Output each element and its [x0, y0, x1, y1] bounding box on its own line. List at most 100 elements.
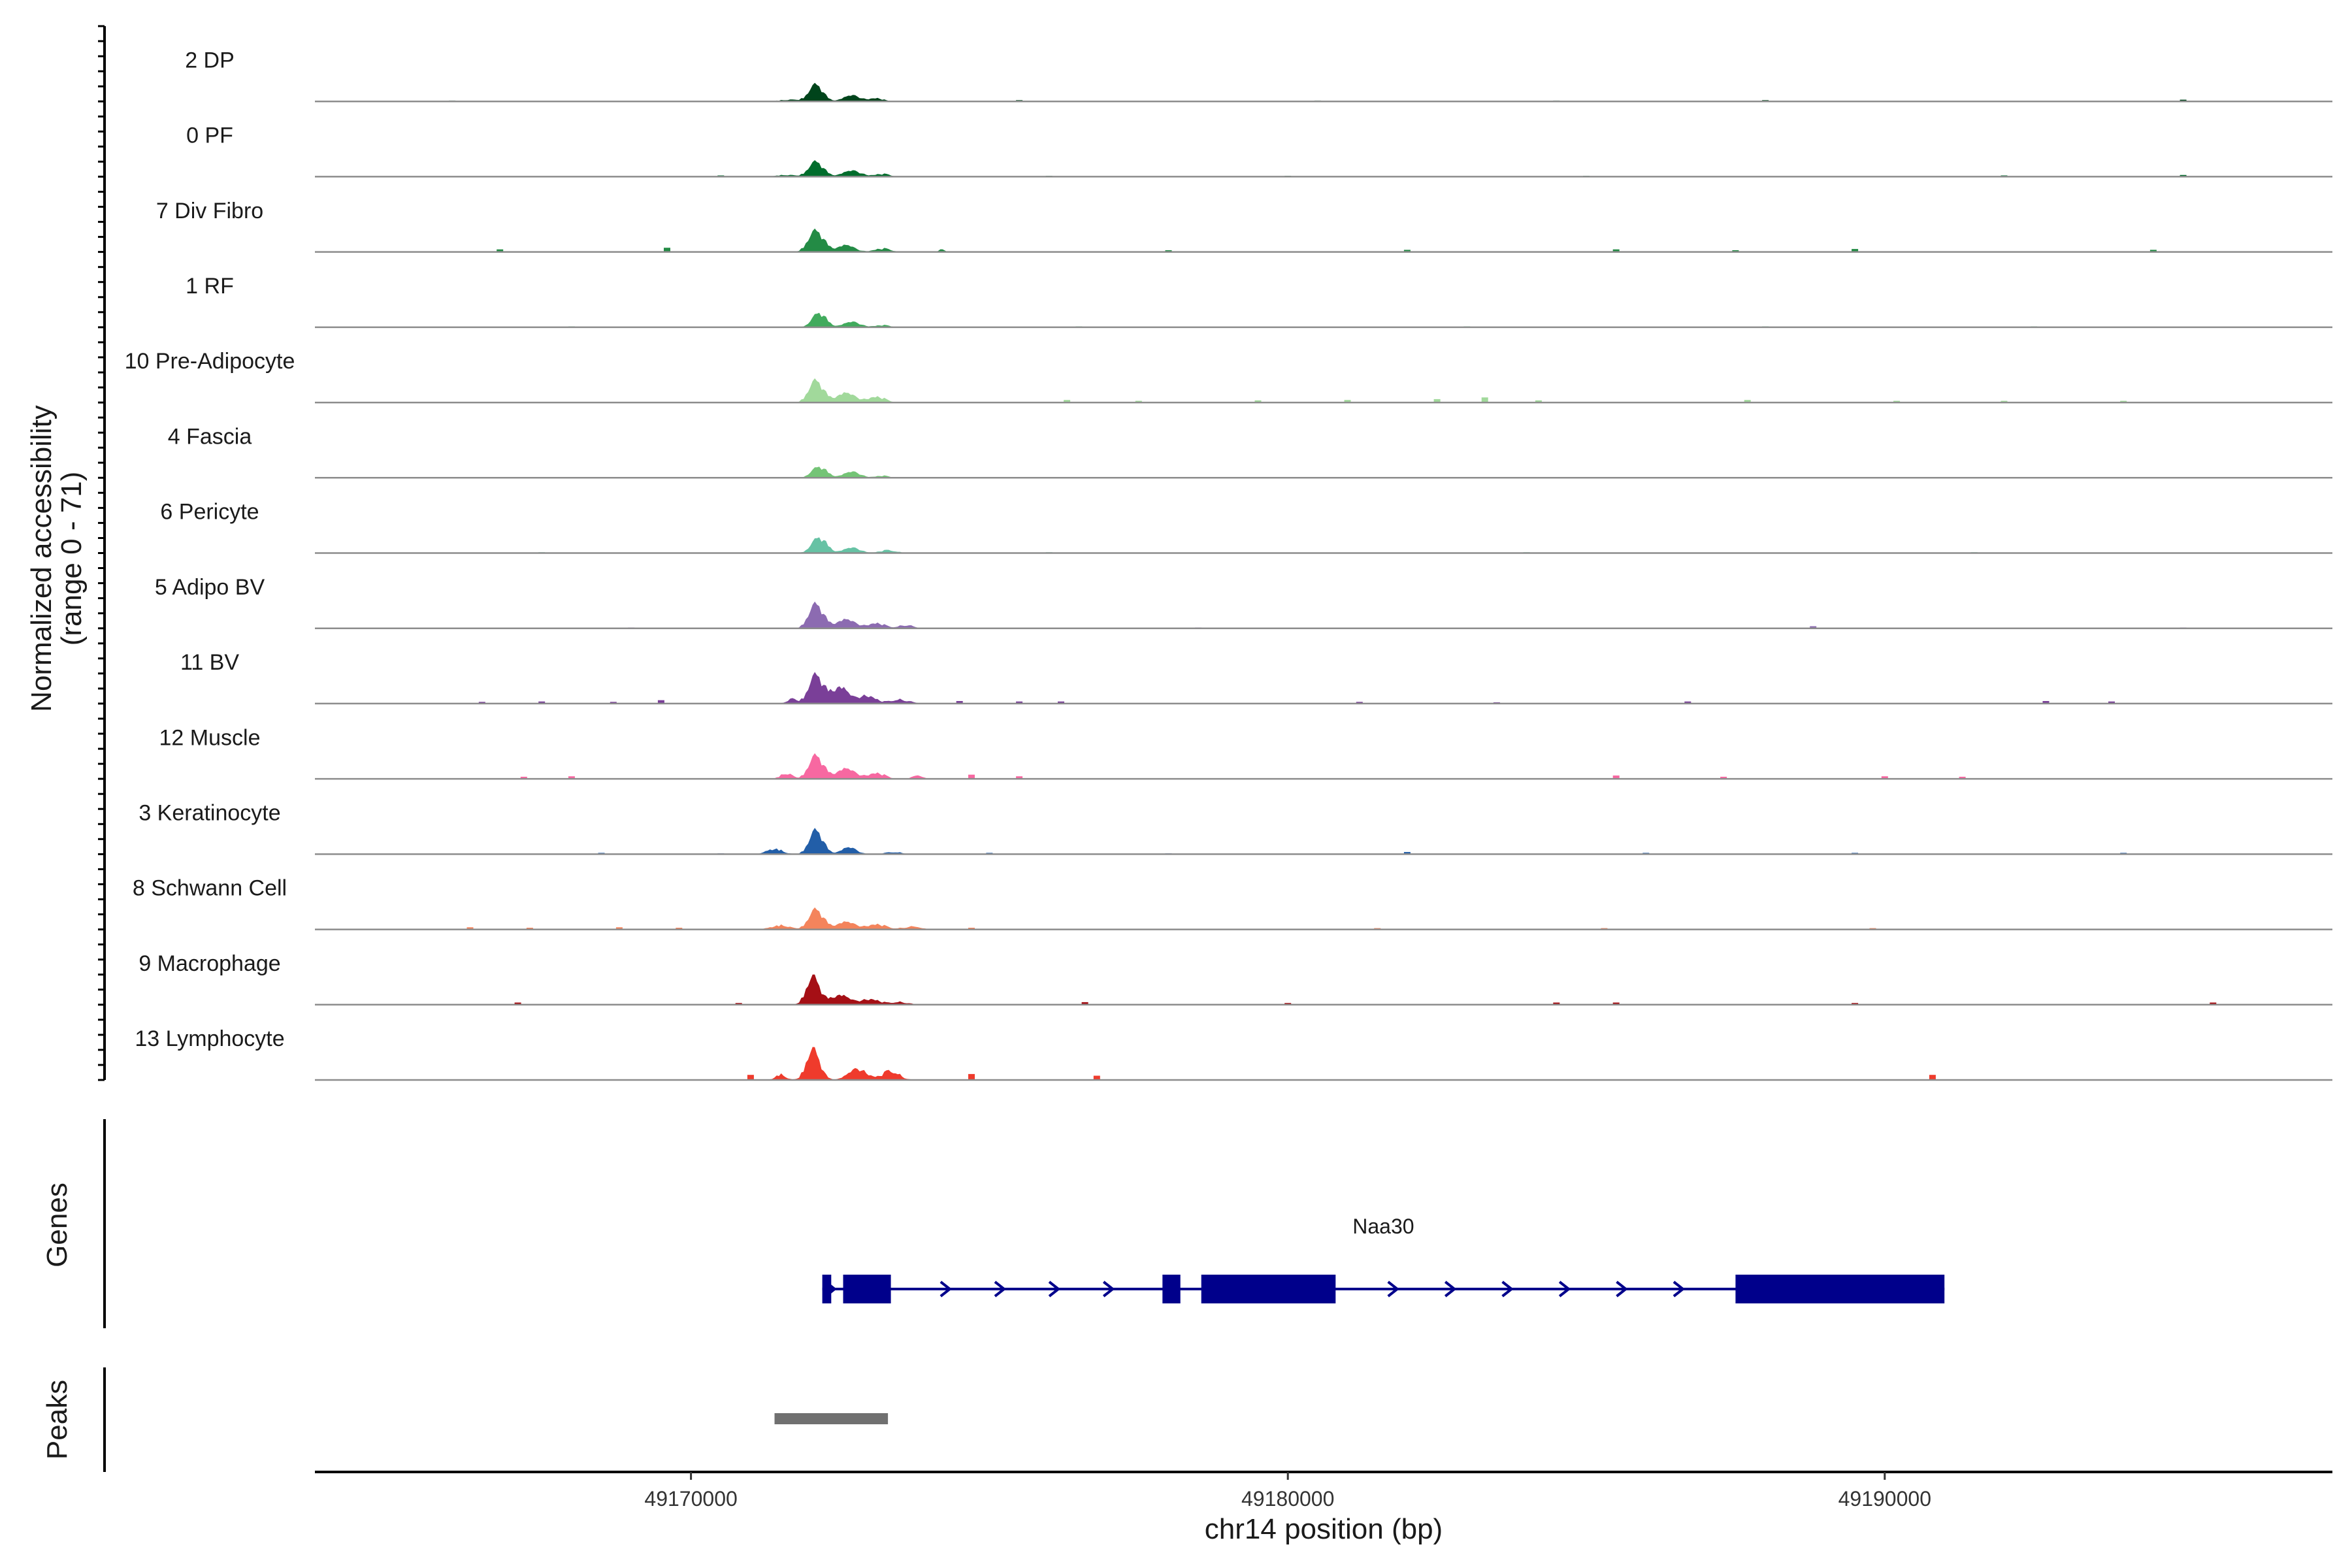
coverage-blip: [1612, 776, 1620, 779]
track-label: 13 Lymphocyte: [135, 1026, 284, 1051]
coverage-blip: [2108, 701, 2115, 704]
coverage-blip: [1959, 776, 1966, 779]
y-axis-title-line1: Normalized accessibility: [25, 405, 57, 711]
coverage-blip: [1016, 701, 1023, 704]
coverage-blip: [1852, 1003, 1859, 1005]
coverage-blip: [735, 1003, 742, 1005]
track-label: 6 Pericyte: [160, 500, 259, 525]
coverage-blip: [1344, 400, 1351, 403]
track-5-adipo-bv: 5 Adipo BV: [155, 575, 2332, 629]
peaks-track-label: Peaks: [41, 1380, 73, 1460]
coverage-blip: [2042, 701, 2050, 704]
coverage-blip: [1881, 776, 1888, 779]
track-label: 0 PF: [186, 123, 233, 148]
coverage-blip: [1893, 400, 1901, 403]
coverage-area: [315, 907, 2332, 930]
gene-exon: [1201, 1275, 1336, 1303]
coverage-blip: [1732, 250, 1739, 252]
coverage-blip: [1135, 400, 1142, 403]
coverage-area: [315, 228, 2332, 252]
track-label: 10 Pre-Adipocyte: [125, 349, 295, 374]
coverage-area: [315, 1047, 2332, 1080]
coverage-blip: [1081, 1002, 1088, 1005]
track-13-lymphocyte: 13 Lymphocyte: [135, 1026, 2332, 1081]
track-9-macrophage: 9 Macrophage: [139, 951, 2332, 1006]
strand-arrow-icon: [1673, 1281, 1686, 1298]
genes-track-label: Genes: [41, 1183, 73, 1267]
genes-track: Genes Naa30: [41, 1119, 1945, 1328]
coverage-area: [315, 82, 2332, 102]
strand-arrow-icon: [1102, 1281, 1115, 1298]
accessibility-y-axis: [98, 25, 106, 1081]
coverage-blip: [747, 1075, 754, 1080]
coverage-blip: [956, 701, 963, 704]
coverage-blip: [1929, 1075, 1936, 1080]
track-6-pericyte: 6 Pericyte: [160, 500, 2332, 554]
coverage-blip: [1284, 1003, 1292, 1005]
coverage-blip: [1535, 400, 1542, 402]
coverage-blip: [466, 927, 474, 930]
y-axis-title-line2: (range 0 - 71): [56, 472, 88, 646]
coverage-area: [315, 312, 2332, 327]
strand-arrow-icon: [1048, 1281, 1061, 1298]
coverage-blip: [1612, 1002, 1620, 1005]
coverage-area: [315, 601, 2332, 629]
x-tick-label: 49190000: [1838, 1487, 1931, 1511]
track-7-div-fibro: 7 Div Fibro: [156, 199, 2332, 253]
gene-exon: [822, 1275, 832, 1303]
coverage-blip: [1254, 400, 1262, 402]
coverage-blip: [664, 248, 670, 252]
coverage-area: [315, 160, 2332, 177]
coverage-blip: [1433, 399, 1441, 403]
track-10-pre-adipocyte: 10 Pre-Adipocyte: [125, 349, 2332, 404]
strand-arrow-icon: [1501, 1281, 1514, 1298]
track-0-pf: 0 PF: [186, 123, 2332, 178]
track-1-rf: 1 RF: [186, 274, 2332, 329]
strand-arrow-icon: [1444, 1281, 1457, 1298]
coverage-blip: [1356, 702, 1363, 704]
track-label: 8 Schwann Cell: [133, 876, 287, 901]
track-label: 11 BV: [180, 650, 239, 675]
track-11-bv: 11 BV: [180, 650, 2332, 705]
gene-name-naa30: Naa30: [1352, 1215, 1414, 1238]
coverage-blip: [968, 928, 975, 930]
peak-region-bar: [774, 1413, 889, 1424]
track-label: 4 Fascia: [168, 424, 252, 449]
track-label: 5 Adipo BV: [155, 575, 265, 600]
coverage-blip: [538, 701, 546, 704]
track-4-fascia: 4 Fascia: [168, 424, 2332, 479]
coverage-area: [315, 753, 2332, 779]
track-label: 2 DP: [185, 48, 235, 73]
x-axis: 49170000 49180000 49190000 chr14 position …: [315, 1471, 2332, 1545]
coverage-area: [315, 378, 2332, 403]
coverage-blip: [497, 249, 504, 252]
coverage-blip: [526, 928, 533, 930]
coverage-blip: [2001, 400, 2008, 403]
coverage-blip: [520, 776, 527, 779]
peak-regions: [774, 1413, 889, 1424]
coverage-blip: [1810, 626, 1817, 629]
peaks-track: Peaks: [41, 1367, 889, 1472]
strand-arrow-icon: [1387, 1281, 1399, 1298]
track-label: 9 Macrophage: [139, 951, 280, 976]
coverage-blip: [1403, 250, 1411, 252]
coverage-blip: [2149, 250, 2157, 252]
coverage-blip: [1064, 400, 1071, 403]
coverage-blip: [2210, 1002, 2217, 1005]
coverage-blip: [2120, 400, 2127, 403]
track-12-muscle: 12 Muscle: [159, 725, 2332, 780]
track-3-keratinocyte: 3 Keratinocyte: [139, 801, 2332, 855]
coverage-blip: [610, 702, 617, 704]
coverage-area: [315, 466, 2332, 478]
coverage-area: [315, 672, 2332, 704]
x-tick-label: 49180000: [1241, 1487, 1334, 1511]
coverage-blip: [1684, 701, 1691, 704]
x-axis-title: chr14 position (bp): [1205, 1513, 1443, 1545]
coverage-blip: [657, 700, 664, 704]
accessibility-tracks: 2 DP 0 PF 7 Div Fibro 1 RF 10 Pre-Adipocyte 4…: [125, 48, 2332, 1081]
coverage-blip: [968, 774, 975, 779]
coverage-blip: [1016, 776, 1023, 779]
gene-exon: [1162, 1275, 1181, 1303]
track-label: 12 Muscle: [159, 725, 261, 750]
coverage-blip: [478, 702, 485, 704]
